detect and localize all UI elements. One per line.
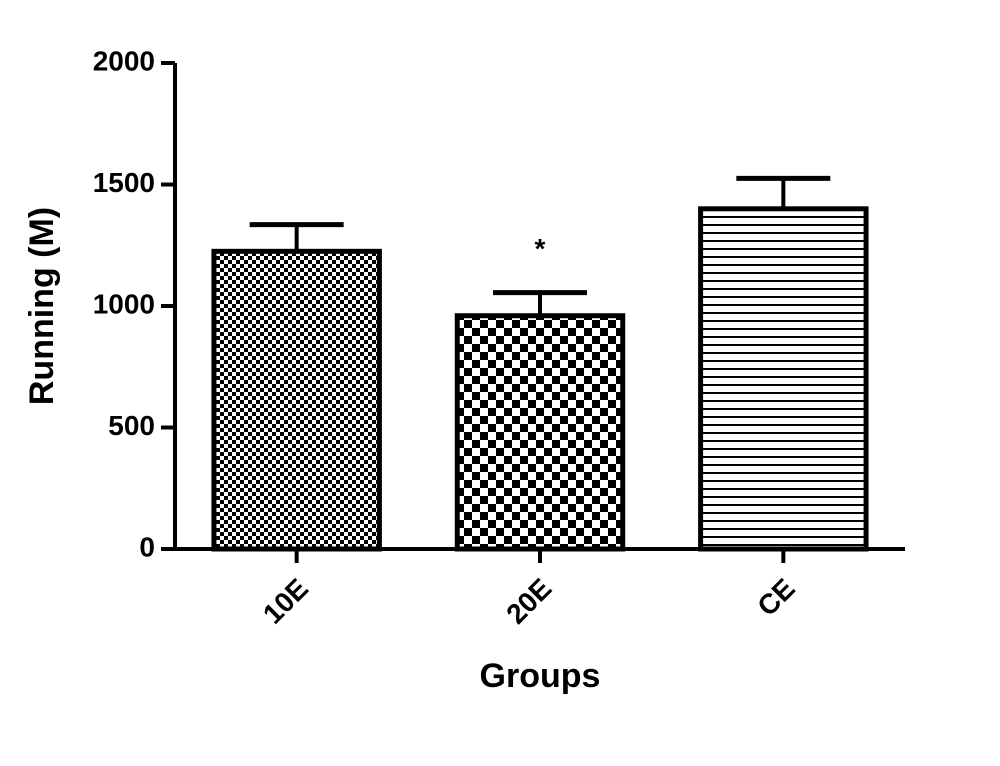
annotation: * [535, 233, 546, 264]
y-tick-label: 1500 [93, 167, 155, 198]
x-tick-label: 20E [500, 573, 557, 630]
x-tick-label: CE [751, 573, 800, 622]
y-tick-label: 2000 [93, 45, 155, 76]
bar [698, 206, 869, 552]
x-tick-label: 10E [257, 573, 314, 630]
y-axis-label: Running (M) [23, 207, 61, 405]
y-tick-label: 1000 [93, 288, 155, 319]
y-tick-label: 500 [108, 410, 155, 441]
bar [454, 313, 626, 552]
x-axis-label: Groups [480, 657, 601, 695]
bar [211, 248, 382, 552]
y-tick-label: 0 [139, 531, 155, 562]
